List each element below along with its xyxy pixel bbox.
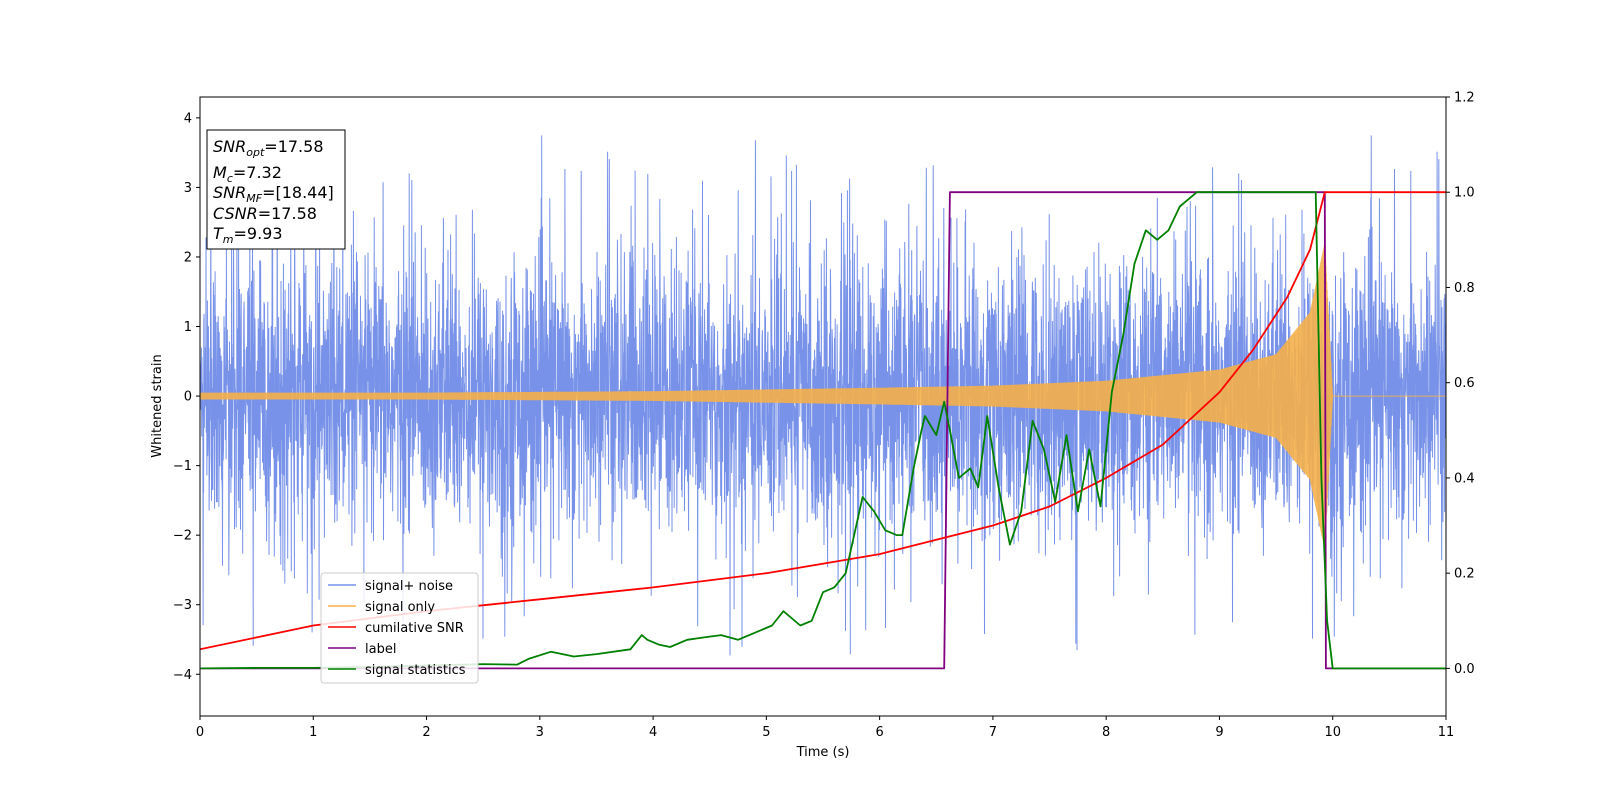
info-snr-opt-sub: opt <box>246 146 265 159</box>
y-right-tick-label: 0.0 <box>1454 662 1475 677</box>
y-right-tick-label: 0.6 <box>1454 376 1475 391</box>
y-right-tick-label: 0.2 <box>1454 567 1475 582</box>
info-mc: Mc=7.32 <box>213 163 282 185</box>
info-tm-sub: m <box>223 233 234 246</box>
info-snr-opt-symbol: SNR <box>213 137 246 156</box>
info-snr-opt: SNRopt=17.58 <box>213 137 324 159</box>
info-tm: Tm=9.93 <box>213 224 283 246</box>
y-right-tick-label: 1.2 <box>1454 91 1475 106</box>
x-tick-label: 10 <box>1324 725 1341 740</box>
legend: signal+ noise signal only cumilative SNR… <box>320 572 479 684</box>
info-box-frame <box>206 129 346 250</box>
y-left-tick-label: 0 <box>184 390 192 405</box>
info-csnr: CSNR=17.58 <box>213 204 317 223</box>
info-snr-mf-value: =[18.44] <box>262 183 334 202</box>
info-csnr-symbol: CSNR <box>213 204 258 223</box>
legend-label-label: label <box>365 642 396 657</box>
x-tick-label: 4 <box>649 725 657 740</box>
x-tick-label: 8 <box>1102 725 1110 740</box>
y-left-tick-label: 3 <box>184 181 192 196</box>
x-tick-label: 1 <box>309 725 317 740</box>
info-tm-symbol: T <box>213 224 224 243</box>
y-left-tick-label: −1 <box>173 459 192 474</box>
x-tick-label: 5 <box>762 725 770 740</box>
plot-area <box>200 135 1446 670</box>
y-left-tick-label: −4 <box>173 668 192 683</box>
x-axis: 0 1 2 3 4 5 6 7 8 9 10 11 <box>196 716 1454 740</box>
info-mc-value: =7.32 <box>233 163 282 182</box>
legend-label-signal-noise: signal+ noise <box>365 579 453 594</box>
legend-label-signal-only: signal only <box>365 600 435 615</box>
x-tick-label: 0 <box>196 725 204 740</box>
info-box: SNRopt=17.58 Mc=7.32 SNRMF=[18.44] CSNR=… <box>206 129 346 250</box>
x-tick-label: 11 <box>1438 725 1455 740</box>
info-mc-sub: c <box>227 172 233 185</box>
y-right-tick-label: 1.0 <box>1454 186 1475 201</box>
legend-label-signal-statistics: signal statistics <box>365 663 466 678</box>
info-mc-symbol: M <box>213 163 227 182</box>
info-snr-mf-sub: MF <box>246 192 262 205</box>
y-right-tick-label: 0.4 <box>1454 471 1475 486</box>
y-left-tick-label: −2 <box>173 529 192 544</box>
plot-frame <box>199 96 1447 717</box>
legend-frame <box>320 572 479 684</box>
y-left-tick-label: 1 <box>184 320 192 335</box>
x-tick-label: 9 <box>1215 725 1223 740</box>
info-snr-opt-value: =17.58 <box>264 137 323 156</box>
x-tick-label: 2 <box>422 725 430 740</box>
y-axis-label: Whitened strain <box>150 354 165 457</box>
right-axis-series <box>200 191 1446 670</box>
y-left-tick-label: 2 <box>184 250 192 265</box>
y-left-tick-label: 4 <box>184 111 192 126</box>
info-csnr-value: =17.58 <box>258 204 317 223</box>
signal-statistics-line <box>200 191 1446 670</box>
y-left-tick-label: −3 <box>173 598 192 613</box>
x-tick-label: 6 <box>875 725 883 740</box>
info-tm-value: =9.93 <box>234 224 283 243</box>
legend-label-cumulative-snr: cumilative SNR <box>365 621 464 636</box>
cumulative-snr-line <box>200 191 1446 651</box>
y-right-tick-label: 0.8 <box>1454 281 1475 296</box>
right-y-axis: 0.0 0.2 0.4 0.6 0.8 1.0 1.2 <box>1446 91 1475 677</box>
x-tick-label: 3 <box>536 725 544 740</box>
x-axis-label: Time (s) <box>796 745 850 760</box>
info-snr-mf: SNRMF=[18.44] <box>213 183 334 205</box>
info-snr-mf-symbol: SNR <box>213 183 246 202</box>
left-y-axis: −4 −3 −2 −1 0 1 2 3 4 <box>173 111 200 683</box>
signal-only-line <box>200 243 1446 548</box>
x-tick-label: 7 <box>989 725 997 740</box>
signal-only-series <box>200 243 1446 548</box>
